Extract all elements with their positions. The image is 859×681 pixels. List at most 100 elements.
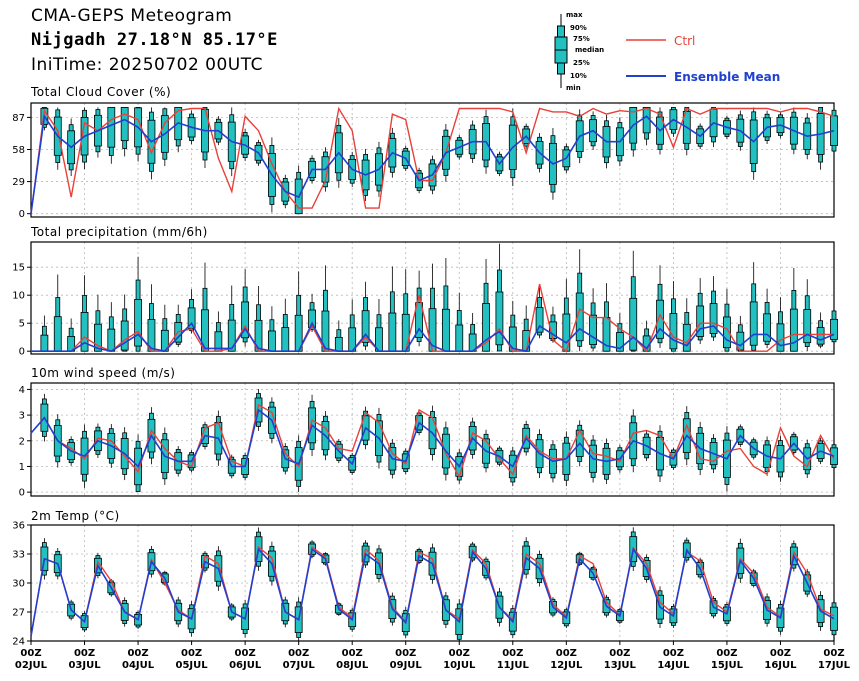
ytick-label-2-2: 2	[19, 436, 25, 447]
box-inner-1-21	[308, 309, 316, 329]
box-inner-1-35	[495, 291, 504, 346]
xtick-date-4: 06JUL	[229, 660, 262, 671]
box-inner-1-34	[482, 303, 490, 352]
xtick-hour-10: 00Z	[556, 648, 577, 659]
ytick-label-1-2: 10	[12, 291, 25, 302]
ytick-label-0-1: 29	[12, 177, 25, 188]
ytick-label-3-1: 27	[12, 608, 25, 619]
ytick-label-0-0: 0	[19, 209, 25, 220]
xtick-date-5: 07JUL	[283, 660, 316, 671]
panel-frame-3	[30, 524, 835, 642]
ctrl-line-3	[30, 545, 835, 637]
box-inner-1-41	[575, 292, 584, 342]
panel-title-2: 10m wind speed (m/s)	[31, 366, 175, 380]
box-inner-0-46	[642, 107, 651, 134]
box-inner-1-18	[267, 330, 276, 352]
ytick-label-0-2: 58	[12, 145, 25, 156]
box-inner-1-60	[830, 318, 838, 340]
box-inner-1-42	[589, 314, 597, 345]
box-inner-1-54	[749, 301, 758, 346]
key-label-min: min	[566, 84, 581, 92]
mean-line-1	[31, 321, 835, 353]
ctrl-line-0	[30, 106, 835, 214]
xtick-date-3: 05JUL	[176, 660, 209, 671]
panel-frame-0	[30, 102, 835, 218]
key-label-90: 90%	[570, 24, 587, 32]
key-label-max: max	[566, 11, 583, 19]
xtick-hour-3: 00Z	[181, 648, 202, 659]
xtick-date-0: 02JUL	[15, 660, 48, 671]
box-inner-1-38	[535, 307, 544, 333]
box-inner-1-29	[415, 302, 424, 338]
xtick-hour-15: 00Z	[823, 648, 844, 659]
box-inner-1-19	[281, 327, 290, 352]
box-inner-1-7	[120, 320, 129, 351]
box-inner-1-52	[723, 316, 731, 349]
box-inner-1-45	[629, 297, 638, 351]
xtick-date-10: 12JUL	[550, 660, 583, 671]
mean-line-3	[30, 547, 835, 637]
key-label-median: median	[575, 46, 605, 54]
xtick-hour-1: 00Z	[74, 648, 95, 659]
panel-frame-1	[30, 241, 835, 355]
panel-title-1: Total precipitation (mm/6h)	[30, 225, 208, 239]
legend-ctrl-label: Ctrl	[674, 34, 696, 48]
ytick-label-3-0: 24	[12, 637, 25, 648]
location-label: Nijgadh 27.18°N 85.17°E	[31, 30, 278, 50]
ytick-label-0-3: 87	[12, 113, 25, 124]
box-inner-1-58	[803, 309, 812, 344]
box-inner-1-2	[53, 316, 62, 352]
key-label-25: 25%	[573, 59, 590, 67]
box-inner-1-57	[789, 308, 798, 352]
xtick-hour-6: 00Z	[342, 648, 363, 659]
box-inner-1-32	[455, 324, 464, 352]
box-inner-0-7	[120, 107, 129, 142]
ytick-label-3-4: 36	[12, 521, 25, 532]
panel-frame-2	[30, 382, 835, 497]
ytick-label-2-0: 0	[19, 488, 25, 499]
xtick-date-13: 15JUL	[711, 660, 744, 671]
xtick-hour-11: 00Z	[609, 648, 630, 659]
xtick-date-14: 16JUL	[764, 660, 797, 671]
ytick-label-3-2: 30	[12, 579, 25, 590]
xtick-hour-2: 00Z	[127, 648, 148, 659]
mean-line-2	[30, 408, 835, 468]
box-inner-1-5	[94, 323, 102, 352]
xtick-date-12: 14JUL	[657, 660, 690, 671]
ytick-label-3-3: 33	[12, 550, 25, 561]
box-inner-0-6	[107, 107, 116, 148]
xtick-date-8: 10JUL	[443, 660, 476, 671]
panel-title-3: 2m Temp (°C)	[31, 509, 120, 523]
box-inner-1-44	[615, 332, 624, 352]
mean-line-0	[30, 114, 835, 214]
xtick-hour-5: 00Z	[288, 648, 309, 659]
ytick-label-2-4: 4	[19, 385, 25, 396]
key-label-10: 10%	[570, 72, 587, 80]
box-inner-1-55	[763, 313, 771, 342]
ytick-label-2-1: 1	[19, 462, 25, 473]
xtick-hour-7: 00Z	[395, 648, 416, 659]
xtick-hour-0: 00Z	[20, 648, 41, 659]
key-label-75: 75%	[573, 35, 590, 43]
xtick-hour-14: 00Z	[770, 648, 791, 659]
box-inner-1-48	[669, 313, 678, 350]
xtick-date-9: 11JUL	[497, 660, 530, 671]
box-inner-1-47	[656, 299, 664, 339]
box-inner-1-50	[696, 305, 705, 337]
box-inner-1-8	[134, 299, 142, 347]
box-inner-1-15	[227, 319, 236, 352]
ytick-label-1-0: 0	[19, 347, 25, 358]
box-inner-1-56	[776, 323, 785, 352]
xtick-date-6: 08JUL	[336, 660, 369, 671]
xtick-date-15: 17JUL	[818, 660, 851, 671]
box-inner-1-49	[682, 323, 691, 352]
xtick-date-1: 03JUL	[68, 660, 101, 671]
box-inner-1-31	[441, 308, 450, 352]
xtick-hour-13: 00Z	[716, 648, 737, 659]
xtick-date-7: 09JUL	[390, 660, 423, 671]
box-inner-1-25	[361, 310, 370, 343]
box-inner-1-59	[816, 327, 825, 345]
xtick-date-2: 04JUL	[122, 660, 155, 671]
legend-mean-label: Ensemble Mean	[674, 70, 781, 84]
